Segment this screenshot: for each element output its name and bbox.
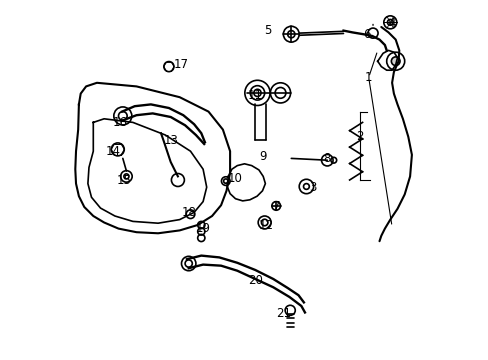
Text: 1: 1 xyxy=(364,71,372,84)
Text: 2: 2 xyxy=(355,130,363,143)
Circle shape xyxy=(390,57,399,66)
Text: 14: 14 xyxy=(105,145,121,158)
Text: 7: 7 xyxy=(273,201,280,213)
Text: 19: 19 xyxy=(195,222,210,235)
Text: 4: 4 xyxy=(387,17,395,30)
Text: 17: 17 xyxy=(174,58,189,71)
Text: 16: 16 xyxy=(113,116,127,129)
Text: 18: 18 xyxy=(181,206,196,219)
Text: 13: 13 xyxy=(163,134,178,147)
Text: 15: 15 xyxy=(116,174,131,186)
Text: 11: 11 xyxy=(247,89,262,102)
Text: 12: 12 xyxy=(258,219,273,231)
Text: 8: 8 xyxy=(323,152,330,165)
Text: 9: 9 xyxy=(258,150,265,163)
Text: 21: 21 xyxy=(276,307,291,320)
Text: 6: 6 xyxy=(363,28,370,41)
Circle shape xyxy=(386,19,392,25)
Text: 5: 5 xyxy=(264,24,271,37)
Text: 10: 10 xyxy=(227,172,243,185)
Text: 3: 3 xyxy=(308,181,316,194)
Text: 20: 20 xyxy=(247,274,262,287)
